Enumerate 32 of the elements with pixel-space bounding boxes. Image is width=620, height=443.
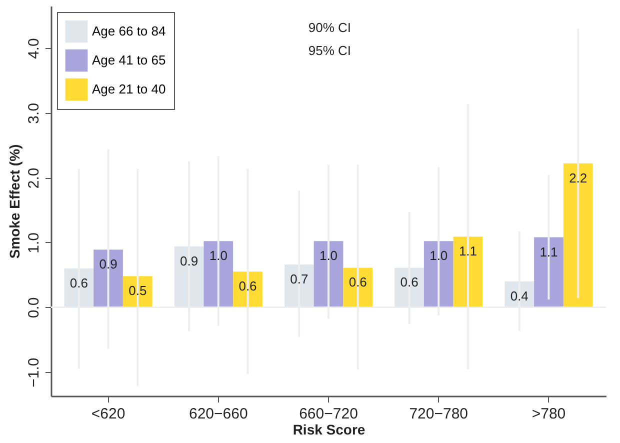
y-tick-label: 0.0 [26, 297, 42, 318]
data-label: 0.4 [510, 288, 528, 304]
x-tick-label: >780 [532, 406, 566, 422]
legend-label: Age 66 to 84 [92, 24, 166, 38]
legend-label: Age 21 to 40 [92, 82, 166, 96]
x-tick-label: 660−720 [299, 406, 358, 422]
x-tick-label: <620 [91, 406, 126, 422]
bar [424, 241, 454, 308]
data-label: 0.7 [290, 271, 308, 286]
data-label: 0.9 [180, 253, 198, 268]
y-axis-title: Smoke Effect (%) [6, 144, 22, 259]
y-tick-label: 4.0 [26, 38, 42, 60]
y-tick-label: −1.0 [26, 358, 42, 388]
legend-label: Age 41 to 65 [92, 52, 166, 68]
data-label: 1.0 [319, 248, 338, 264]
data-label: 1.1 [540, 244, 558, 260]
y-tick-label: 3.0 [26, 102, 42, 124]
bar [204, 241, 234, 308]
x-tick-label: 620−660 [188, 406, 248, 422]
data-label: 1.0 [209, 248, 228, 264]
bar [534, 237, 564, 308]
data-label: 1.0 [430, 248, 448, 264]
bar [563, 163, 593, 308]
annotation: 95% CI [308, 43, 351, 58]
data-label: 0.6 [70, 275, 88, 290]
data-label: 0.9 [99, 256, 118, 272]
y-tick-label: 2.0 [26, 168, 42, 189]
y-tick-label: 1.0 [26, 232, 42, 254]
x-tick-label: 720−780 [409, 406, 468, 422]
data-label: 0.6 [400, 274, 418, 290]
x-axis-title: Risk Score [292, 422, 366, 438]
annotation: 90% CI [308, 20, 351, 35]
